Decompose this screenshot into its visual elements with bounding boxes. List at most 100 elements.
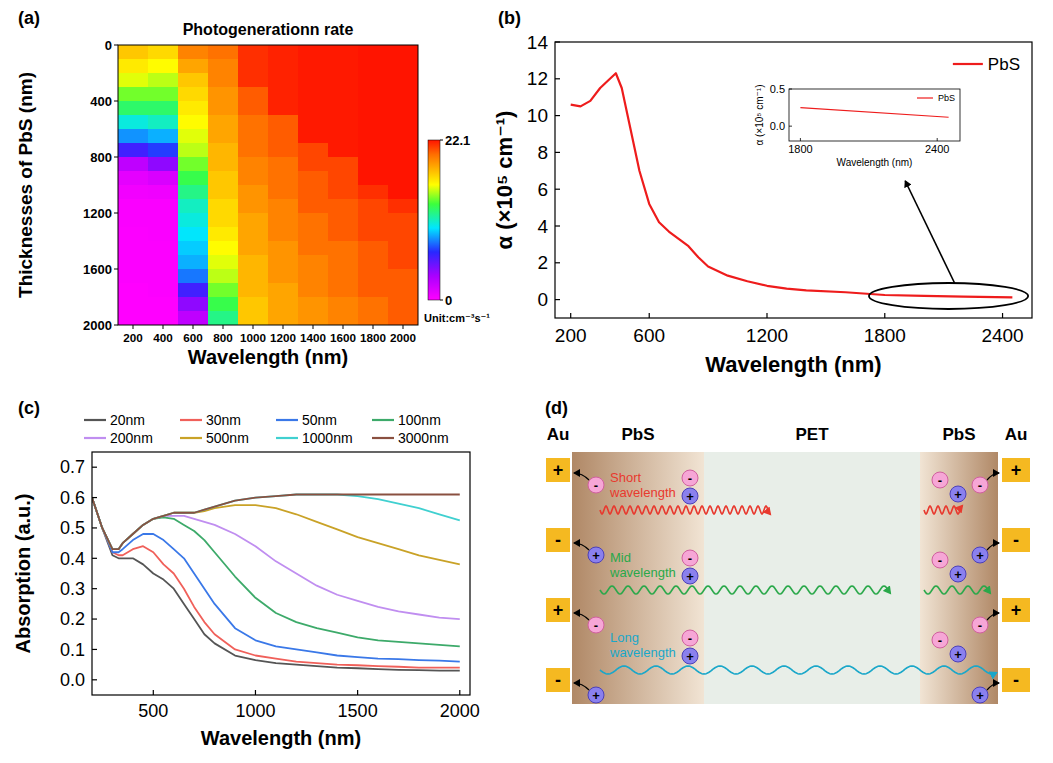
electron [972, 617, 988, 633]
x-tick [153, 690, 154, 695]
y-tick [92, 649, 97, 650]
y-tick-label: 12 [527, 68, 548, 89]
heatmap-cell [148, 101, 179, 116]
electron [682, 630, 698, 646]
y-tick-label: 0.6 [60, 488, 85, 508]
y-tick [114, 269, 118, 270]
heatmap-cell [298, 59, 329, 74]
heatmap-cell [388, 73, 418, 88]
heatmap-cell [358, 171, 389, 186]
electron [588, 617, 604, 633]
heatmap-cell [358, 73, 389, 88]
x-tick [884, 313, 885, 318]
heatmap-cell [118, 157, 149, 172]
light-label-line: Long [610, 630, 639, 645]
hole-sign: + [954, 487, 962, 502]
x-tick [649, 313, 650, 318]
x-tick-label: 1200 [746, 325, 788, 346]
hole-sign: + [976, 548, 984, 563]
y-tick [555, 152, 560, 153]
heatmap-cell [148, 213, 179, 228]
x-tick-label: 200 [123, 331, 143, 344]
carrier-arrow [574, 473, 589, 480]
legend-label: PbS [938, 93, 955, 103]
legend-swatch [372, 419, 394, 421]
light-wave [600, 586, 890, 594]
heatmap-cell [328, 101, 359, 116]
legend-label: 500nm [206, 430, 249, 446]
heatmap-cell [178, 59, 209, 74]
legend-label: 3000nm [398, 430, 449, 446]
heatmap-cell [118, 213, 149, 228]
electrode-pad [1002, 668, 1030, 692]
y-tick [555, 78, 560, 79]
series-line [92, 498, 460, 620]
y-tick-label: 400 [90, 94, 112, 109]
y-tick-label: 0.5 [60, 518, 85, 538]
x-tick-label: 1500 [338, 701, 378, 721]
heatmap-cell [118, 45, 149, 60]
heatmap-cell [238, 255, 269, 270]
heatmap-cell [268, 269, 299, 284]
electron [932, 552, 948, 568]
heatmap-cell [298, 185, 329, 200]
heatmap-cell [178, 199, 209, 214]
heatmap-cell [178, 213, 209, 228]
x-tick-label: 1000 [235, 701, 275, 721]
heatmap-cell [268, 129, 299, 144]
legend-swatch [84, 437, 106, 439]
legend-label: 50nm [302, 412, 337, 428]
heatmap-cell [268, 185, 299, 200]
electron-sign: - [938, 633, 942, 648]
heatmap-cell [208, 73, 239, 88]
x-tick [313, 325, 314, 329]
electrode-sign: - [555, 530, 561, 550]
heatmap-cell [298, 171, 329, 186]
electrode-pad [546, 598, 570, 622]
heatmap-cells [118, 45, 418, 325]
heatmap-cell [238, 185, 269, 200]
hole [950, 646, 966, 662]
light-label-line: wavelength [609, 565, 676, 580]
heatmap-cell [388, 241, 418, 256]
y-tick-label: 6 [537, 179, 548, 200]
x-tick-label: 2000 [390, 331, 417, 344]
legend-label: 1000nm [302, 430, 353, 446]
x-axis-title: Wavelength (nm) [837, 157, 913, 168]
y-tick [92, 618, 97, 619]
series-line [92, 498, 460, 565]
electron-sign: - [688, 471, 692, 486]
electrode-pad [546, 528, 570, 552]
heatmap-cell [208, 269, 239, 284]
x-tick-label: 800 [213, 331, 233, 344]
heatmap-cell [118, 59, 149, 74]
y-tick-label: 0.0 [60, 670, 85, 690]
heatmap-cell [298, 73, 329, 88]
figure: (a)(b)(c)(d)2004006008001000120014001600… [0, 0, 1053, 763]
heatmap-cell [268, 241, 299, 256]
heatmap-cell [148, 73, 179, 88]
heatmap-cell [328, 213, 359, 228]
x-tick-label: 1800 [788, 143, 812, 155]
heatmap-cell [208, 143, 239, 158]
x-tick [253, 325, 254, 329]
panel-label: (b) [498, 8, 521, 28]
y-axis-title: Thicknesses of PbS (nm) [15, 72, 36, 298]
heatmap-cell [178, 311, 209, 325]
heatmap-cell [208, 101, 239, 116]
chart-title: Photogenerationn rate [183, 21, 354, 38]
y-axis-title: α (×10⁵ cm⁻¹) [492, 111, 517, 250]
heatmap-cell [148, 59, 179, 74]
series-line [92, 495, 460, 550]
x-axis-title: Wavelength (nm) [705, 352, 881, 377]
heatmap-cell [178, 87, 209, 102]
x-tick-label: 500 [138, 701, 168, 721]
y-tick-label: 1600 [83, 262, 112, 277]
heatmap-cell [178, 73, 209, 88]
heatmap-cell [328, 129, 359, 144]
heatmap-cell [178, 45, 209, 60]
heatmap-cell [388, 143, 418, 158]
heatmap-cell [238, 45, 269, 60]
electrode-pad [546, 668, 570, 692]
colorbar-tick-label: 0 [445, 293, 452, 308]
